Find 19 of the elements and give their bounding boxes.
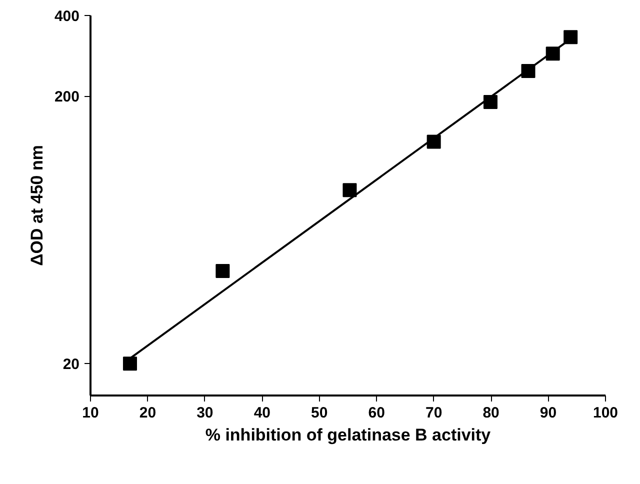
x-tick-label: 30 <box>196 404 214 422</box>
x-tick-label: 100 <box>592 404 618 422</box>
point <box>342 183 357 198</box>
point <box>216 264 230 278</box>
x-tick-label: 50 <box>311 404 328 422</box>
y-tick-label: 200 <box>54 88 80 106</box>
x-tick-label: 60 <box>368 404 385 422</box>
x-tick-label: 90 <box>540 404 557 422</box>
x-tick-label: 10 <box>82 404 99 422</box>
x-tick-label: 80 <box>482 404 500 422</box>
x-tick-label: 40 <box>254 404 271 422</box>
x-tick-label: 20 <box>139 404 156 422</box>
point <box>122 356 137 371</box>
y-tick-label: 20 <box>62 356 80 374</box>
x-axis-title: % inhibition of gelatinase B activity <box>205 426 492 444</box>
point <box>564 30 578 44</box>
x-tick-label: 70 <box>425 404 442 422</box>
y-axis-title: ΔOD at 450 nm <box>27 145 46 266</box>
y-tick-label: 400 <box>54 8 80 25</box>
